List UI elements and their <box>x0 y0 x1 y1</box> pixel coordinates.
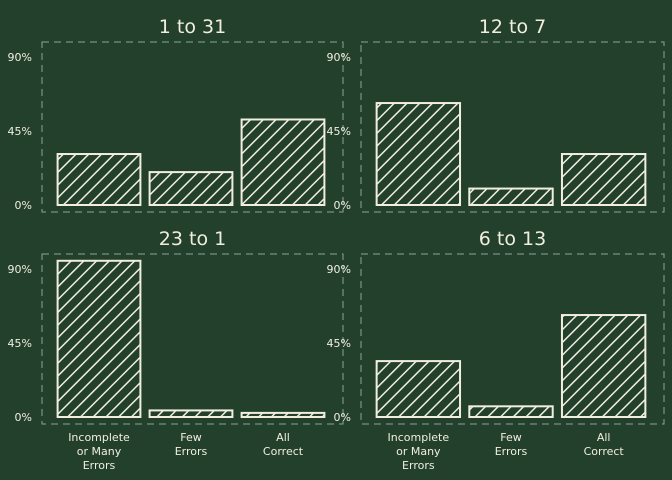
y-tick-label: 0% <box>334 411 351 424</box>
panel-frame <box>360 41 665 213</box>
y-tick-label: 90% <box>327 51 351 64</box>
panel-title: 23 to 1 <box>159 228 226 250</box>
x-category-label: All Correct <box>584 431 625 458</box>
bar-1 <box>375 360 462 419</box>
x-category-label: Few Errors <box>175 431 208 458</box>
y-tick-label: 0% <box>15 199 32 212</box>
panel-frame <box>360 253 665 425</box>
y-tick-label: 45% <box>327 125 351 138</box>
x-category-label: Incomplete or Many Errors <box>388 431 450 472</box>
y-tick-label: 45% <box>327 337 351 350</box>
facet-panel-4: 6 to 13 0% 45% 90% <box>327 228 665 425</box>
facet-panel-3: 23 to 1 0% 45% 90% <box>8 228 344 425</box>
bar-2 <box>148 409 234 418</box>
bar-2 <box>148 171 234 207</box>
bar-1 <box>56 153 142 206</box>
y-tick-label: 90% <box>8 263 32 276</box>
panel-title: 12 to 7 <box>479 16 546 38</box>
panel-title: 6 to 13 <box>479 228 546 250</box>
panel-frame <box>41 41 344 213</box>
y-tick-label: 45% <box>8 337 32 350</box>
panel-frame <box>41 253 344 425</box>
bar-1 <box>375 102 462 206</box>
bar-3 <box>560 153 647 206</box>
facet-panel-2: 12 to 7 0% 45% 90% <box>327 16 665 213</box>
y-tick-label: 90% <box>8 51 32 64</box>
y-tick-label: 90% <box>327 263 351 276</box>
x-category-label: Incomplete or Many Errors <box>68 431 130 472</box>
bar-3 <box>560 314 647 418</box>
x-category-label: Few Errors <box>495 431 528 458</box>
y-tick-label: 45% <box>8 125 32 138</box>
x-category-label: All Correct <box>263 431 304 458</box>
bar-2 <box>468 187 554 207</box>
panel-title: 1 to 31 <box>159 16 226 38</box>
bar-1 <box>56 259 142 418</box>
y-tick-label: 0% <box>334 199 351 212</box>
bar-3 <box>240 411 326 418</box>
bar-2 <box>468 405 554 418</box>
facet-panel-1: 1 to 31 0% 45% 90% <box>8 16 344 213</box>
y-tick-label: 0% <box>15 411 32 424</box>
bar-3 <box>240 118 326 206</box>
